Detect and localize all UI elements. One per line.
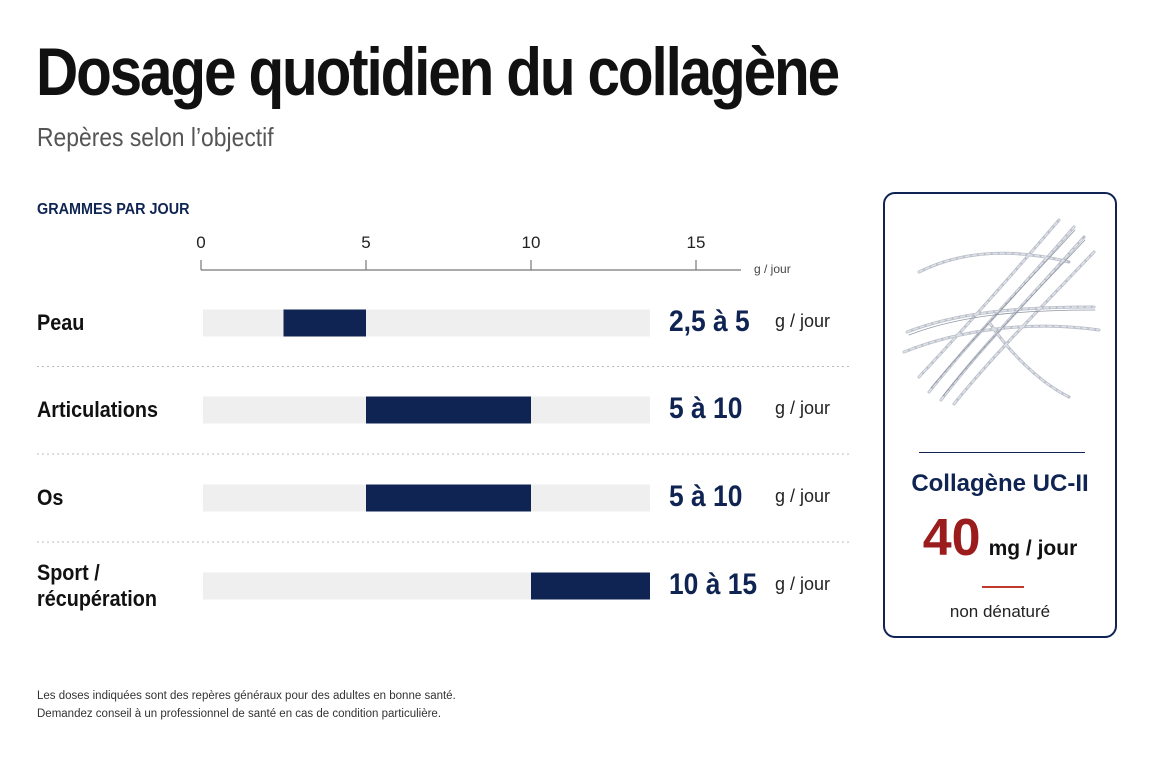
row-value-2: 5 à 10 [669,480,743,513]
card-dose-unit: mg / jour [988,537,1078,560]
bar-track-0 [203,309,650,337]
card-accent-line [982,586,1024,588]
range-bar-3 [531,572,650,600]
card-dose: 40 mg / jour [885,508,1115,568]
row-label-1: Articulations [37,397,158,423]
card-note: non dénaturé [949,602,1051,621]
row-value-3: 10 à 15 [669,568,758,601]
row-unit-3: g / jour [775,574,831,594]
range-bar-1 [366,396,531,424]
collagen-fibers-icon [902,218,1101,406]
row-label-line: Sport / [37,560,100,585]
row-unit-2: g / jour [775,486,831,506]
card-product-name: Collagène UC-II [911,470,1089,497]
row-label-2: Os [37,485,63,511]
row-value-1: 5 à 10 [669,392,743,425]
row-unit-1: g / jour [775,398,831,418]
card-divider [919,452,1085,453]
row-label-0: Peau [37,310,84,336]
tick-label-0: 0 [196,233,205,252]
row-label-3: Sport / récupération [37,560,157,612]
axis-title: GRAMMES PAR JOUR [37,201,190,218]
chart-subtitle: Repères selon l’objectif [37,122,274,152]
row-label-line: récupération [37,586,157,611]
row-label-line: Os [37,485,64,510]
chart-title: Dosage quotidien du collagène [36,34,840,110]
footnote-line-2: Demandez conseil à un professionnel de s… [37,708,442,720]
row-label-line: Peau [37,310,85,335]
dose-range-chart: 0 5 10 15 g / jour [37,233,852,600]
axis-unit-label: g / jour [754,262,791,276]
range-bar-0 [283,309,366,337]
tick-label-2: 10 [522,233,541,252]
uc2-card: Collagène UC-II 40 mg / jour non dénaturé [883,192,1117,638]
row-value-0: 2,5 à 5 [669,305,750,338]
tick-label-3: 15 [687,233,706,252]
card-dose-value: 40 [922,509,981,567]
row-label-line: Articulations [37,397,159,422]
range-bar-2 [366,484,531,512]
tick-label-1: 5 [361,233,370,252]
footnote-line-1: Les doses indiquées sont des repères gén… [37,690,456,702]
row-unit-0: g / jour [775,311,831,331]
